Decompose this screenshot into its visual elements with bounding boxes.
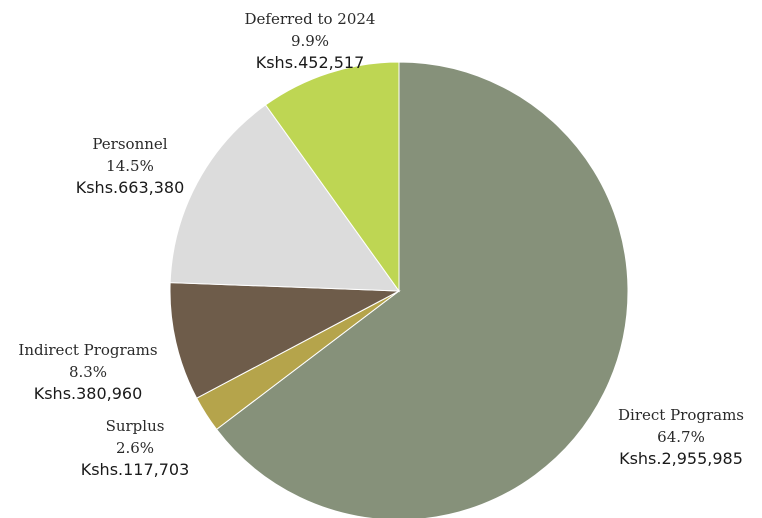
label-direct-programs: Direct Programs 64.7% Kshs.2,955,985: [586, 404, 762, 470]
label-direct-programs-name: Direct Programs: [618, 406, 744, 424]
label-deferred-to-2024-name: Deferred to 2024: [244, 10, 376, 28]
label-personnel: Personnel 14.5% Kshs.663,380: [55, 133, 205, 199]
label-indirect-programs: Indirect Programs 8.3% Kshs.380,960: [4, 339, 172, 405]
label-deferred-to-2024: Deferred to 2024 9.9% Kshs.452,517: [190, 8, 430, 74]
label-indirect-programs-name: Indirect Programs: [18, 341, 158, 359]
label-surplus-name: Surplus: [105, 417, 165, 435]
label-indirect-programs-percent: 8.3%: [68, 363, 108, 381]
pie-slice-direct-programs: [215, 61, 629, 518]
label-direct-programs-percent: 64.7%: [657, 428, 705, 446]
pie-slice-personnel: [169, 104, 401, 292]
label-deferred-to-2024-percent: 9.9%: [290, 32, 330, 50]
pie-slice-deferred-to-2024: [264, 61, 400, 293]
label-personnel-name: Personnel: [92, 135, 168, 153]
label-surplus-percent: 2.6%: [115, 439, 155, 457]
label-surplus: Surplus 2.6% Kshs.117,703: [60, 415, 210, 481]
label-surplus-amount: Kshs.117,703: [80, 460, 190, 479]
label-personnel-amount: Kshs.663,380: [75, 178, 185, 197]
label-personnel-percent: 14.5%: [106, 157, 154, 175]
label-deferred-to-2024-amount: Kshs.452,517: [255, 53, 365, 72]
label-indirect-programs-amount: Kshs.380,960: [33, 384, 143, 403]
label-direct-programs-amount: Kshs.2,955,985: [619, 449, 743, 468]
pie-slice-indirect-programs: [169, 282, 401, 399]
